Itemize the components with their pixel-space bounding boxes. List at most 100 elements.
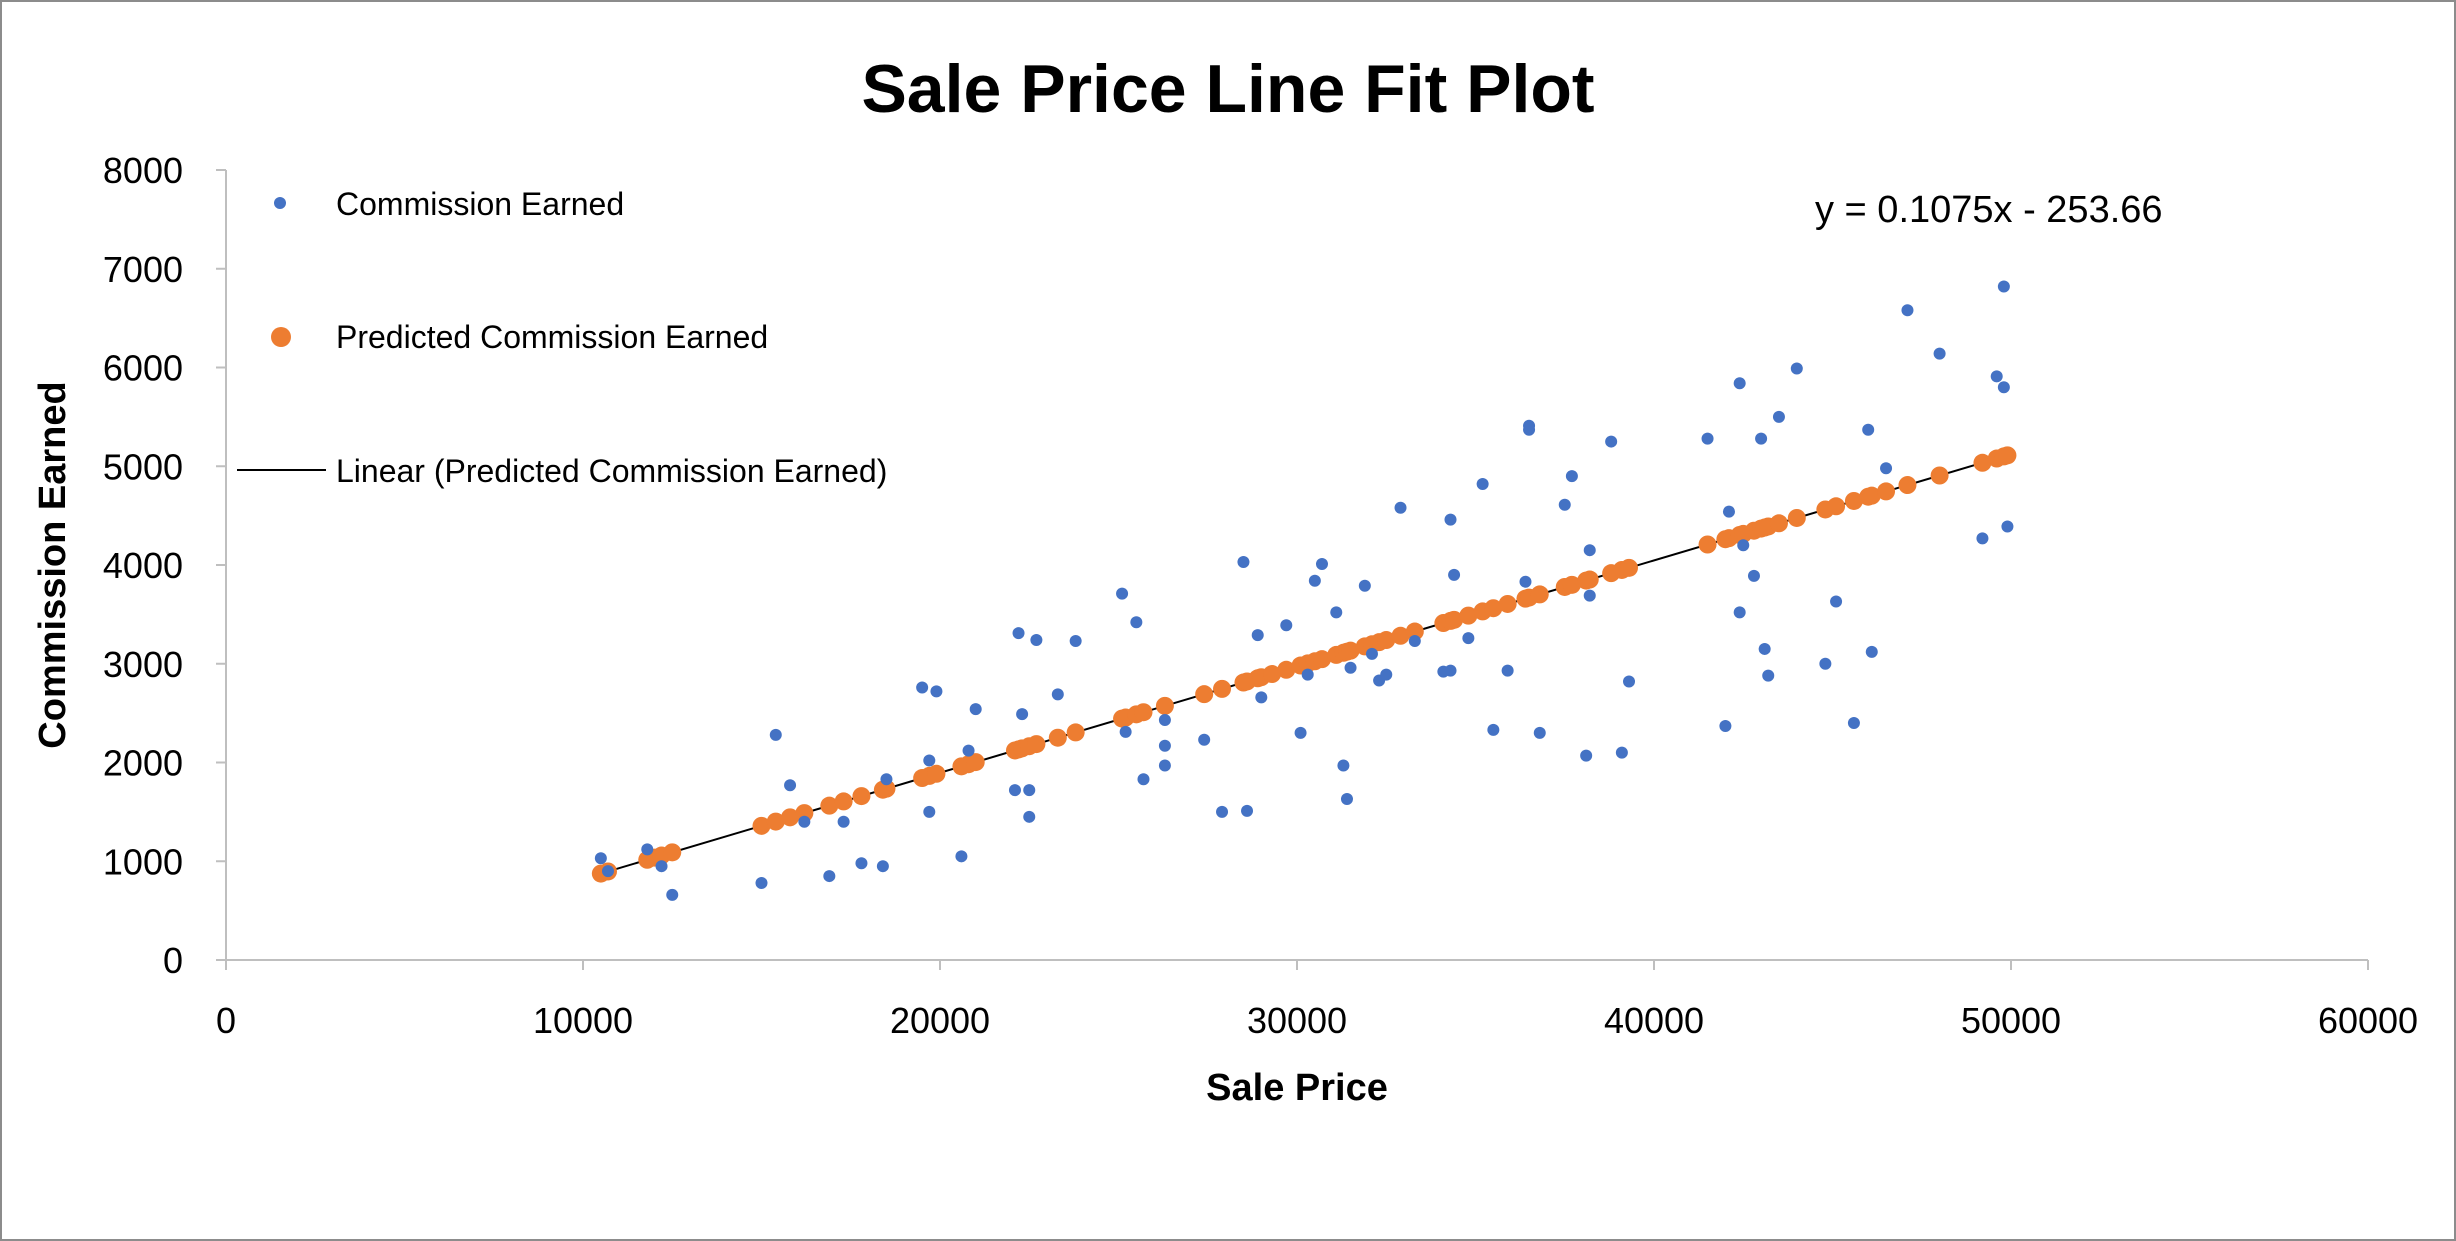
observed-point (1280, 619, 1293, 632)
observed-point (1565, 470, 1578, 483)
observed-point (1623, 675, 1636, 688)
y-tick-label: 2000 (103, 743, 183, 784)
observed-point (1880, 462, 1893, 475)
observed-point (1030, 634, 1043, 647)
predicted-point (927, 764, 946, 783)
predicted-point (877, 779, 896, 798)
observed-point (1997, 381, 2010, 394)
observed-point (1158, 739, 1171, 752)
y-tick-label: 5000 (103, 446, 183, 487)
observed-point (1747, 569, 1760, 582)
observed-point (1758, 642, 1771, 655)
observed-point (666, 888, 679, 901)
observed-point (1008, 784, 1021, 797)
observed-point (1251, 629, 1264, 642)
predicted-point (966, 753, 985, 772)
predicted-point (1580, 570, 1599, 589)
y-tick-label: 7000 (103, 249, 183, 290)
x-tick-label: 30000 (1247, 1000, 1347, 1041)
predicted-point (1698, 535, 1717, 554)
predicted-point (1195, 685, 1214, 704)
y-axis-label: Commission Earned (32, 381, 74, 748)
observed-point (1330, 606, 1343, 619)
observed-point (1069, 635, 1082, 648)
predicted-point (1898, 476, 1917, 495)
observed-point (1462, 632, 1475, 645)
observed-point (1448, 568, 1461, 581)
observed-point (823, 870, 836, 883)
predicted-point (1155, 696, 1174, 715)
observed-point (1315, 558, 1328, 571)
observed-point (1216, 805, 1229, 818)
observed-point (916, 681, 929, 694)
x-tick-label: 50000 (1961, 1000, 2061, 1041)
observed-point (955, 850, 968, 863)
observed-point (1444, 664, 1457, 677)
x-axis-ticks: 0 10000 20000 30000 40000 50000 60000 (216, 960, 2418, 1041)
legend-marker-commission-earned (274, 197, 286, 209)
observed-point (1501, 664, 1514, 677)
observed-point (923, 754, 936, 767)
predicted-point (1862, 486, 1881, 505)
chart-title: Sale Price Line Fit Plot (861, 51, 1594, 127)
observed-point (1308, 574, 1321, 587)
legend-label-commission-earned: Commission Earned (336, 186, 624, 222)
predicted-point (1445, 610, 1464, 629)
observed-point (1558, 498, 1571, 511)
observed-point (1847, 717, 1860, 729)
observed-point (641, 843, 654, 856)
observed-point (876, 860, 889, 873)
y-axis-ticks: 0 1000 2000 3000 4000 5000 6000 7000 8000 (103, 150, 226, 981)
y-tick-label: 1000 (103, 841, 183, 882)
predicted-point (1930, 466, 1949, 485)
x-axis-label: Sale Price (1206, 1067, 1388, 1109)
predicted-point (1263, 665, 1282, 684)
observed-point (1523, 423, 1536, 436)
predicted-point (820, 796, 839, 815)
observed-point (1255, 691, 1268, 704)
observed-point (1158, 759, 1171, 772)
legend: Commission Earned Predicted Commission E… (237, 186, 887, 489)
y-tick-label: 8000 (103, 150, 183, 191)
predicted-point (1877, 482, 1896, 501)
observed-point (1719, 719, 1732, 732)
observed-point (1755, 432, 1768, 445)
observed-point (655, 860, 668, 873)
observed-point (1241, 804, 1254, 817)
observed-point (837, 815, 850, 828)
predicted-point (663, 843, 682, 862)
observed-point (1772, 410, 1785, 423)
y-tick-label: 6000 (103, 348, 183, 389)
observed-point (1444, 513, 1457, 526)
predicted-point (1844, 491, 1863, 510)
observed-point (1358, 579, 1371, 592)
x-tick-label: 20000 (890, 1000, 990, 1041)
observed-point (594, 852, 607, 865)
observed-point (1583, 589, 1596, 602)
observed-point (1790, 362, 1803, 375)
predicted-point (1377, 631, 1396, 650)
observed-point (798, 815, 811, 828)
predicted-point (1484, 599, 1503, 618)
observed-point (1380, 668, 1393, 681)
observed-point (1023, 784, 1036, 797)
predicted-point (1769, 514, 1788, 533)
observed-point (1762, 669, 1775, 682)
observed-point (1016, 708, 1029, 721)
observed-point (1615, 746, 1628, 759)
observed-point (1862, 423, 1875, 436)
observed-point (1737, 539, 1750, 552)
observed-point (1487, 723, 1500, 736)
predicted-point (1048, 728, 1067, 747)
predicted-point (752, 816, 771, 835)
observed-point (1294, 726, 1307, 739)
y-tick-label: 3000 (103, 644, 183, 685)
legend-marker-predicted-commission (271, 327, 291, 347)
observed-point (1337, 759, 1350, 772)
predicted-point (1312, 650, 1331, 669)
observed-point (601, 865, 614, 878)
observed-point (855, 857, 868, 870)
predicted-point (1498, 594, 1517, 613)
observed-point (1408, 635, 1421, 648)
observed-point (880, 773, 893, 786)
